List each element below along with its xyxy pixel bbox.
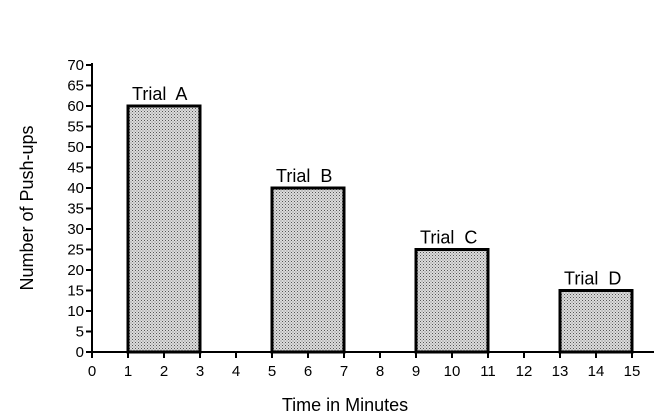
x-tick-label: 11 — [480, 363, 496, 380]
x-axis-title: Time in Minutes — [282, 395, 408, 415]
x-tick-label: 13 — [552, 363, 569, 380]
y-axis-title: Number of Push-ups — [17, 125, 37, 290]
x-tick-label: 14 — [588, 363, 605, 380]
x-tick-label: 2 — [160, 363, 168, 380]
x-tick-label: 1 — [124, 363, 132, 380]
y-tick-label: 10 — [67, 303, 84, 320]
bar-label-trial-a: Trial A — [132, 84, 187, 104]
y-tick-label: 45 — [67, 160, 84, 177]
bar-trial-d — [558, 289, 634, 354]
bar-label-trial-d: Trial D — [564, 269, 621, 289]
y-tick-label: 30 — [67, 221, 84, 238]
x-tick-label: 8 — [376, 363, 384, 380]
bars-layer — [126, 104, 634, 354]
y-tick-label: 15 — [67, 283, 84, 300]
y-tick-label: 40 — [67, 180, 84, 197]
y-tick-label: 25 — [67, 242, 84, 259]
bar-label-trial-c: Trial C — [420, 228, 477, 248]
x-tick-label: 12 — [516, 363, 533, 380]
bar-label-trial-b: Trial B — [276, 166, 332, 186]
x-tick-label: 4 — [232, 363, 240, 380]
y-tick-label: 50 — [67, 139, 84, 156]
bar-trial-b — [270, 186, 346, 354]
x-tick-label: 10 — [444, 363, 461, 380]
x-tick-label: 5 — [268, 363, 276, 380]
y-tick-label: 65 — [67, 78, 84, 95]
y-tick-label: 35 — [67, 201, 84, 218]
y-tick-label: 70 — [67, 57, 84, 74]
x-tick-label: 7 — [340, 363, 348, 380]
axes-layer — [86, 63, 654, 358]
x-tick-label: 15 — [624, 363, 641, 380]
y-tick-label: 60 — [67, 98, 84, 115]
y-tick-label: 20 — [67, 262, 84, 279]
bar-trial-a — [126, 104, 202, 354]
y-tick-label: 0 — [76, 344, 84, 361]
x-tick-label: 6 — [304, 363, 312, 380]
x-tick-label: 0 — [88, 363, 96, 380]
x-tick-label: 3 — [196, 363, 204, 380]
y-tick-label: 55 — [67, 119, 84, 136]
bar-trial-c — [414, 248, 490, 354]
y-tick-label: 5 — [76, 324, 84, 341]
x-tick-label: 9 — [412, 363, 420, 380]
